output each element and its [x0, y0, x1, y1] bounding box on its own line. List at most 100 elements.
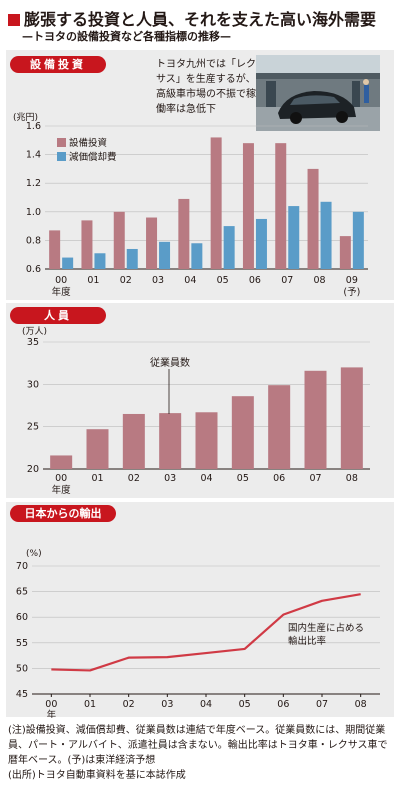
bar-employees [159, 413, 182, 469]
y-tick-label: 1.0 [26, 207, 41, 218]
x-tick-label: 07 [281, 275, 293, 286]
x-tick-label: 04 [200, 473, 212, 484]
bar-capex [307, 168, 319, 269]
footnote-source: (出所)トヨタ自動車資料を基に本誌作成 [8, 770, 186, 781]
y-tick-label: 20 [27, 464, 39, 475]
bar-capex [210, 137, 222, 269]
x-tick-label: 08 [346, 473, 358, 484]
section-label-employees: 人員 [10, 307, 106, 324]
bar-depreciation [288, 206, 300, 269]
capex-legend: 設備投資 減価償却費 [57, 137, 117, 163]
bar-employees [304, 370, 327, 469]
legend-label-capex: 設備投資 [69, 137, 107, 149]
bar-capex [339, 236, 351, 269]
title-text: 膨張する投資と人員、それを支えた高い海外需要 [24, 10, 377, 29]
legend-swatch-depreciation [57, 152, 66, 161]
legend-label-depreciation: 減価償却費 [69, 151, 117, 163]
footnote-note: (注)設備投資、減価償却費、従業員数は連結で年度ベース。従業員数には、期間従業員… [8, 725, 388, 766]
title-marker [8, 14, 20, 26]
x-tick-sublabel: 年度 [52, 286, 72, 298]
bar-employees [268, 385, 291, 469]
bar-capex [146, 217, 158, 269]
y-tick-label: 30 [27, 379, 39, 390]
y-tick-label: 0.6 [26, 264, 41, 275]
bar-depreciation [62, 257, 74, 269]
bar-capex [178, 198, 190, 269]
bar-employees [195, 412, 218, 469]
x-tick-label: 03 [161, 699, 173, 710]
x-tick-sublabel: (予) [343, 287, 360, 298]
x-tick-label: 06 [249, 275, 261, 286]
section-label-exports: 日本からの輸出 [10, 505, 116, 522]
bar-depreciation [255, 218, 267, 269]
photo-caption: トヨタ九州では「レクサス」を生産するが、高級車市場の不振で稼働率は急低下 [156, 59, 256, 115]
exports-annotation: 国内生産に占める輸出比率 [288, 623, 365, 647]
bar-employees [86, 429, 109, 469]
bar-capex [275, 143, 287, 269]
x-tick-label: 02 [128, 473, 140, 484]
x-tick-label: 07 [309, 473, 321, 484]
x-tick-label: 03 [164, 473, 176, 484]
x-tick-sublabel: 年 [47, 709, 57, 718]
exports-unit-label: (%) [26, 549, 42, 559]
bar-capex [81, 220, 93, 269]
bar-employees [50, 455, 73, 469]
panel-exports [6, 502, 394, 717]
y-tick-label: 1.2 [26, 178, 41, 189]
bar-depreciation [320, 201, 332, 269]
bar-capex [242, 143, 254, 269]
bar-depreciation [94, 253, 106, 269]
bar-depreciation [159, 241, 171, 269]
bar-capex [113, 211, 125, 269]
x-tick-label: 00 [45, 699, 57, 710]
x-tick-label: 04 [200, 699, 212, 710]
x-tick-label: 06 [277, 699, 289, 710]
x-tick-label: 08 [355, 699, 367, 710]
y-tick-label: 65 [16, 587, 28, 598]
bar-depreciation [191, 243, 203, 269]
capex-unit-label: (兆円) [13, 112, 38, 123]
x-tick-label: 01 [91, 473, 103, 484]
y-tick-label: 1.4 [26, 150, 41, 161]
y-tick-label: 60 [16, 612, 28, 623]
y-tick-label: 55 [16, 638, 28, 649]
chart-subtitle: —トヨタの設備投資など各種指標の推移— [22, 30, 231, 43]
x-tick-label: 01 [84, 699, 96, 710]
x-tick-label: 02 [120, 275, 132, 286]
x-tick-label: 05 [237, 473, 249, 484]
y-tick-label: 45 [16, 689, 28, 700]
x-tick-label: 02 [123, 699, 135, 710]
x-tick-label: 00 [55, 275, 67, 286]
employees-unit-label: (万人) [22, 326, 47, 337]
bar-capex [49, 230, 61, 269]
y-tick-label: 50 [16, 663, 28, 674]
x-tick-label: 07 [316, 699, 328, 710]
y-tick-label: 35 [27, 337, 39, 348]
x-tick-label: 08 [314, 275, 326, 286]
export-ratio-line [51, 593, 361, 672]
factory-photo [256, 55, 380, 131]
bar-depreciation [126, 248, 138, 269]
x-tick-label: 00 [55, 473, 67, 484]
bar-employees [122, 413, 145, 469]
bar-employees [231, 396, 254, 469]
x-tick-label: 03 [152, 275, 164, 286]
y-tick-label: 70 [16, 561, 28, 572]
y-tick-label: 0.8 [26, 235, 41, 246]
footnotes: (注)設備投資、減価償却費、従業員数は連結で年度ベース。従業員数には、期間従業員… [8, 723, 392, 783]
section-label-capex: 設備投資 [10, 56, 106, 73]
y-tick-label: 1.6 [26, 121, 41, 132]
bar-depreciation [223, 226, 235, 269]
bar-employees [340, 367, 363, 469]
employees-annotation: 従業員数 [150, 356, 190, 369]
x-tick-label: 04 [184, 275, 196, 286]
x-tick-label: 01 [87, 275, 99, 286]
x-tick-label: 06 [273, 473, 285, 484]
x-tick-label: 05 [239, 699, 251, 710]
x-tick-label: 09 [346, 275, 358, 286]
legend-swatch-capex [57, 138, 66, 147]
x-tick-label: 05 [217, 275, 229, 286]
chart-title: 膨張する投資と人員、それを支えた高い海外需要 [8, 6, 376, 30]
